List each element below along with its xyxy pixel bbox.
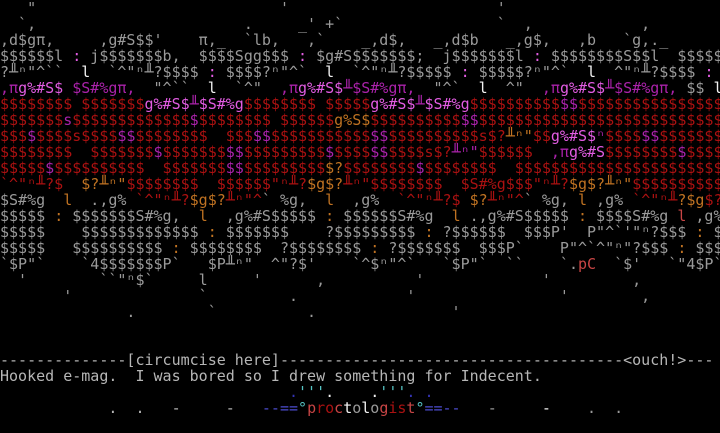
art-row-26 bbox=[0, 416, 720, 432]
art-row-0: " ' ' bbox=[0, 0, 720, 17]
art-row-18: ' ` . ' ' , bbox=[0, 287, 720, 305]
art-row-7: $$$$$$$s$$$$$$$$$$$$$$$$$$$$$$ $$$$$$g%S… bbox=[0, 111, 720, 129]
art-row-2: ,d$gπ, ,g#S$$' π,_ `lb, ,` _,d$, _,d$b _… bbox=[0, 31, 720, 49]
proctologist-logo-line: . . - - --==°proctologist°==-- - - . . bbox=[0, 399, 624, 417]
art-row-20 bbox=[0, 320, 720, 336]
art-row-10: $$$$$$$$$$$$$$$$ $$$$$$$$$$$$$$$$$$$?$$$… bbox=[0, 159, 720, 177]
art-row-11: `^"ⁿ╨?$ $?╨ⁿ"$$$$$$$$ $$$$$$"ⁿ╨?$g$?╨ⁿ"$… bbox=[0, 175, 720, 193]
art-row-9: $$$$$$$$ $$$$$$$$$$$$$$$$$$$$$$$$$$$$$$$… bbox=[0, 143, 720, 161]
art-row-1: `, . _' +` ` , , bbox=[0, 15, 720, 33]
artist-initials: pC bbox=[577, 255, 597, 273]
drawing-note: Hooked e-mag. I was bored so I drew some… bbox=[0, 367, 720, 385]
tear-line: --------------[circumcise here]---------… bbox=[0, 351, 720, 369]
art-row-15: $$$$$ $$$$$$$$$$ : $$$$$$$$ ?$$$$$$$$ : … bbox=[0, 239, 720, 257]
logo-accent-dots: .'''. .'''. . bbox=[288, 383, 434, 401]
art-row-4: ?╨ⁿ"^`` l `^"ⁿ╨?$$$$ : $$$$?ⁿ"^` l `^"ⁿ╨… bbox=[0, 63, 714, 81]
art-row-17: ' ``"ⁿ$` l ' , ' ' , bbox=[0, 271, 720, 289]
art-row-12: $S#%g l .,g% `^"ⁿ╨?$g$?╨ⁿ"^` %g, l ,g% `… bbox=[0, 191, 720, 209]
art-row-14: $$$$$ $$$$$$$$$$$$$ : $$$$$$$ ?$$$$$$$$$… bbox=[0, 223, 720, 241]
art-row-5: ,πg%#S$ $S#%gπ, "^`` l `^" ,πg%#S$╨$S#%g… bbox=[0, 79, 720, 97]
art-row-13: $$$$$ : $$$$$$$S#%g, l ,g%#S$$$$$ : $$$$… bbox=[0, 207, 720, 225]
art-row-19: . ` . ' bbox=[0, 303, 720, 321]
art-row-21 bbox=[0, 336, 720, 352]
art-row-3: $$$$$$l : j$$$$$$$b, $$$$Sgg$$$ : $g#S$$… bbox=[0, 47, 720, 65]
art-row-8: $$$$$$$$s$$$$$$$$$$$$$$ $$$$$$$$$$$$$$$$… bbox=[0, 127, 720, 145]
art-row-6: $$$$$$$$ $$$$$$$g%#S$╨$S#%g$$$$$$$$ $$$$… bbox=[0, 95, 720, 113]
art-row-16: `$P"` `4$$$$$$$P` $P╨ⁿ" ^"?$' `^$ⁿ"^` `$… bbox=[0, 255, 720, 273]
